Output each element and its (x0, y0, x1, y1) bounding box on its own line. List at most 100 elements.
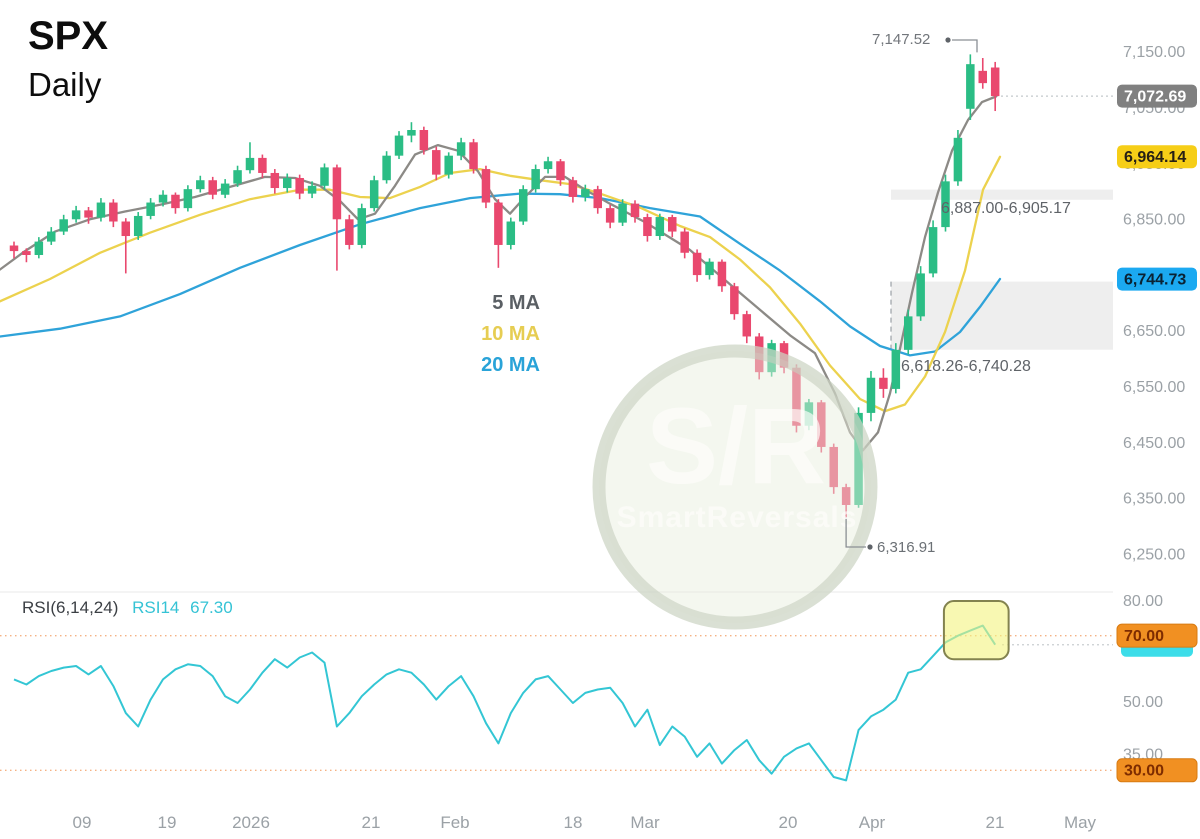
candle-body (941, 181, 950, 228)
rsi-level-badge: 30.00 (1116, 758, 1198, 783)
candle-body (208, 180, 217, 195)
symbol-title: SPX (28, 14, 109, 58)
candle-body (59, 219, 68, 232)
watermark-name-text: SmartReversals (617, 501, 858, 534)
rsi-line (13, 624, 997, 782)
candle-body (792, 367, 801, 426)
candle-body (854, 412, 863, 505)
candle-body (9, 245, 19, 252)
candle-body (245, 157, 255, 171)
time-axis-label: May (1064, 813, 1097, 832)
candle-body (369, 180, 379, 209)
price-axis-label: 6,350.00 (1123, 491, 1185, 508)
time-axis-label: 20 (779, 813, 798, 832)
price-axis[interactable]: 7,150.007,050.006,950.006,850.006,650.00… (1116, 44, 1198, 783)
candle-body (556, 161, 565, 181)
time-axis-label: Mar (630, 813, 660, 832)
candle-body (220, 183, 230, 195)
swing-high-annotation: 7,147.52 (872, 31, 931, 48)
candle-body (618, 203, 627, 223)
candle-body (866, 377, 876, 413)
supply-zone-annotation: 6,887.00-6,905.17 (941, 200, 1071, 217)
candle-body (96, 202, 106, 218)
candle-body (407, 130, 416, 136)
rsi-level-badge: 70.00 (1116, 623, 1198, 648)
candle-body (705, 261, 714, 276)
candle-body (109, 202, 118, 222)
candle-body (183, 189, 193, 209)
time-axis-label: Apr (859, 813, 886, 832)
time-axis-label: Feb (440, 813, 469, 832)
candle-body (469, 142, 478, 170)
candle-body (307, 185, 317, 194)
candle-body (829, 446, 838, 488)
candle-body (730, 286, 739, 315)
rsi-peak-highlight-box (942, 599, 1010, 661)
candle-body (444, 155, 453, 175)
svg-text:70.00: 70.00 (1124, 628, 1164, 645)
time-axis-label: 2026 (232, 813, 270, 832)
ma10-price-badge: 6,964.14 (1117, 145, 1197, 169)
candle-body (158, 194, 168, 203)
ma-legend: 5 MA 10 MA 20 MA (430, 288, 540, 381)
candle-body (891, 349, 901, 389)
title-block: SPX Daily (28, 14, 108, 104)
timeframe-label: Daily (28, 66, 102, 103)
rsi-indicator-label: RSI(6,14,24) (22, 598, 119, 617)
candle-body (916, 273, 925, 317)
rsi-indicator-header[interactable]: RSI(6,14,24) RSI14 67.30 (22, 598, 233, 618)
price-axis-label: 6,650.00 (1123, 323, 1185, 340)
time-axis-label: 21 (362, 813, 381, 832)
price-axis-label: 7,150.00 (1123, 44, 1185, 61)
candle-body (655, 217, 665, 237)
candle-body (506, 221, 516, 245)
ma10-legend-label: 10 MA (481, 323, 540, 345)
time-axis[interactable]: 09 19 2026 21 Feb 18 Mar 20 Apr 21 May (73, 813, 1097, 832)
svg-text:6,744.73: 6,744.73 (1124, 271, 1186, 288)
candle-body (357, 208, 367, 245)
rsi-axis-label: 80.00 (1123, 593, 1163, 610)
candle-body (581, 189, 590, 197)
candle-body (605, 208, 615, 223)
time-axis-label: 21 (986, 813, 1005, 832)
time-axis-label: 19 (158, 813, 177, 832)
candle-body (419, 130, 429, 151)
ma20-legend-label: 20 MA (481, 354, 540, 376)
candle-body (432, 150, 441, 175)
candle-body (320, 167, 329, 186)
price-axis-label: 6,450.00 (1123, 435, 1185, 452)
candle-body (22, 251, 31, 255)
candle-body (742, 314, 752, 337)
rsi-series-label: RSI14 (132, 598, 180, 617)
rsi-current-value: 67.30 (190, 598, 233, 617)
candle-body (518, 189, 528, 222)
rsi-axis-label: 50.00 (1123, 694, 1163, 711)
candle-body (903, 316, 913, 350)
ma20-price-badge: 6,744.73 (1117, 267, 1197, 291)
price-axis-label: 6,550.00 (1123, 379, 1185, 396)
watermark-sr-text: S/R (646, 385, 826, 506)
candle-body (817, 402, 826, 447)
candle-body (121, 221, 131, 237)
candle-body (146, 202, 155, 216)
candle-body (966, 64, 975, 109)
candle-body (543, 161, 553, 170)
time-axis-label: 09 (73, 813, 92, 832)
ma5-line (0, 95, 998, 452)
candle-body (568, 180, 578, 197)
candle-body (270, 172, 280, 189)
candle-body (133, 215, 143, 237)
demand-zone-box (891, 281, 1113, 350)
watermark-circle (592, 344, 878, 630)
candle-body (282, 177, 292, 189)
candle-body (990, 67, 1000, 97)
candle-body (717, 261, 727, 287)
candle-body (456, 142, 466, 156)
candle-body (171, 194, 180, 209)
candle-body (531, 169, 540, 190)
price-price-badge: 7,072.69 (1117, 84, 1197, 108)
candle-body (978, 70, 988, 84)
